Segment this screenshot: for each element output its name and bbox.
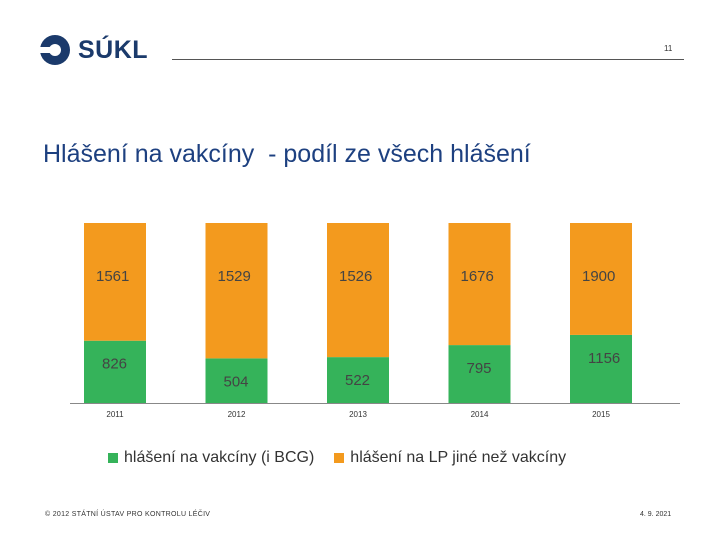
sukl-logo-icon	[38, 35, 70, 65]
data-label-vaccine-2012: 504	[224, 373, 249, 390]
data-label-other-2015: 1900	[582, 268, 615, 285]
data-label-vaccine-2011: 826	[102, 356, 127, 373]
data-label-other-2014: 1676	[461, 268, 494, 285]
data-label-other-2012: 1529	[218, 268, 251, 285]
legend-item-other: hlášení na LP jiné než vakcíny	[334, 449, 566, 467]
slide-title: Hlášení na vakcíny - podíl ze všech hláš…	[43, 140, 531, 168]
header-divider	[172, 59, 684, 60]
bar-other-2013	[327, 223, 389, 358]
bar-other-2015	[570, 223, 632, 335]
data-label-other-2011: 1561	[96, 268, 129, 285]
chart-legend: hlášení na vakcíny (i BCG) hlášení na LP…	[108, 449, 586, 467]
legend-swatch-other	[334, 453, 345, 463]
legend-label-other: hlášení na LP jiné než vakcíny	[350, 449, 567, 466]
page-number: 11	[664, 44, 673, 53]
bar-vaccine-2011	[84, 340, 146, 403]
legend-item-vaccine: hlášení na vakcíny (i BCG)	[108, 449, 314, 467]
bar-vaccine-2013	[327, 357, 389, 403]
data-label-vaccine-2013: 522	[345, 372, 370, 389]
bar-vaccine-2015	[570, 334, 632, 403]
sukl-logo: SÚKL	[38, 33, 148, 67]
legend-swatch-vaccine	[108, 453, 118, 463]
x-tick-label-2011: 2011	[106, 410, 124, 419]
x-tick-label-2012: 2012	[228, 410, 246, 419]
bar-vaccine-2014	[448, 345, 511, 403]
bar-vaccine-2012	[205, 358, 268, 403]
x-tick-label-2015: 2015	[592, 410, 610, 419]
bar-other-2011	[84, 223, 146, 341]
logo-text: SÚKL	[78, 35, 149, 64]
bar-other-2012	[205, 223, 268, 359]
x-tick-label-2014: 2014	[471, 410, 489, 419]
data-label-vaccine-2015: 1156	[588, 350, 620, 367]
bar-other-2014	[448, 223, 511, 346]
data-label-other-2013: 1526	[339, 268, 372, 285]
x-tick-label-2013: 2013	[349, 410, 367, 419]
data-label-vaccine-2014: 795	[467, 360, 492, 377]
footer-date: 4. 9. 2021	[640, 511, 672, 518]
legend-label-vaccine: hlášení na vakcíny (i BCG)	[124, 449, 315, 466]
footer-copyright: © 2012 STÁTNÍ ÚSTAV PRO KONTROLU LÉČIV	[45, 511, 211, 518]
